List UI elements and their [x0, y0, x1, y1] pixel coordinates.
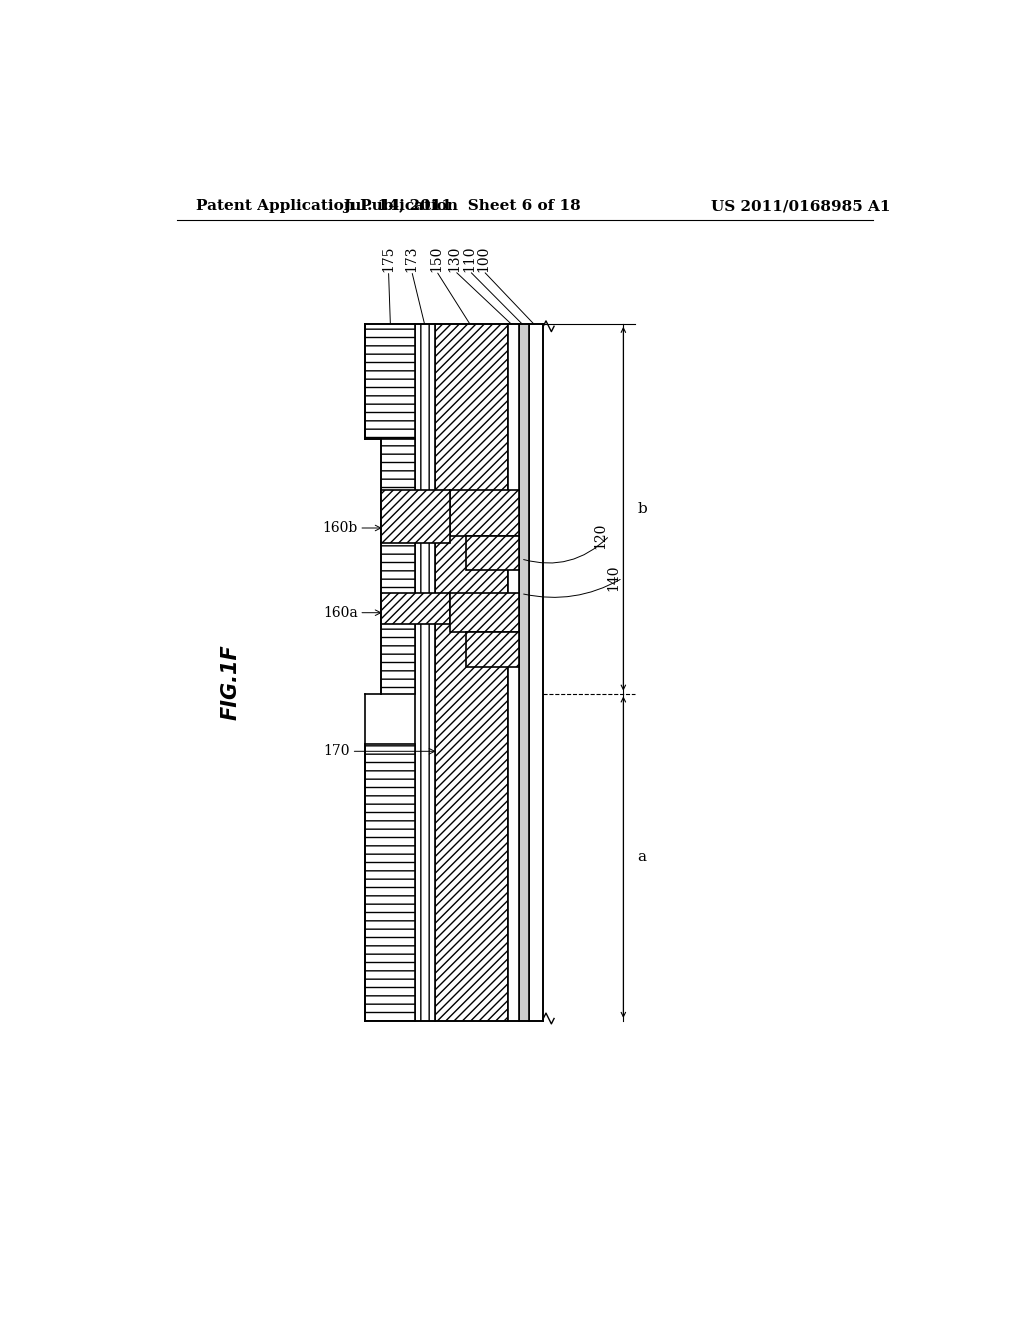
Bar	[508, 323, 519, 1020]
Text: 120: 120	[593, 523, 607, 549]
Polygon shape	[381, 440, 416, 693]
Bar	[519, 323, 529, 1020]
Text: 140: 140	[606, 565, 621, 591]
Text: 100: 100	[476, 246, 490, 272]
Text: a: a	[637, 850, 646, 865]
Text: 150: 150	[429, 246, 443, 272]
Bar	[451, 594, 519, 632]
Bar	[381, 594, 451, 624]
Bar	[435, 323, 508, 1020]
Text: 173: 173	[404, 246, 419, 272]
Text: 110: 110	[463, 246, 476, 272]
Bar	[416, 323, 435, 1020]
Text: 130: 130	[447, 246, 462, 272]
Bar	[451, 490, 519, 536]
Text: US 2011/0168985 A1: US 2011/0168985 A1	[711, 199, 890, 213]
Bar	[466, 536, 519, 570]
Text: b: b	[637, 502, 647, 516]
Text: 160a: 160a	[323, 606, 357, 619]
Text: 175: 175	[382, 246, 395, 272]
Text: 170: 170	[324, 744, 350, 758]
Bar	[466, 632, 519, 667]
Polygon shape	[366, 743, 416, 1020]
Text: FIG.1F: FIG.1F	[220, 644, 241, 719]
Polygon shape	[366, 323, 416, 440]
Text: Jul. 14, 2011   Sheet 6 of 18: Jul. 14, 2011 Sheet 6 of 18	[343, 199, 581, 213]
Text: Patent Application Publication: Patent Application Publication	[196, 199, 458, 213]
Text: 160b: 160b	[323, 521, 357, 535]
Bar	[381, 490, 451, 544]
Bar	[529, 323, 543, 1020]
